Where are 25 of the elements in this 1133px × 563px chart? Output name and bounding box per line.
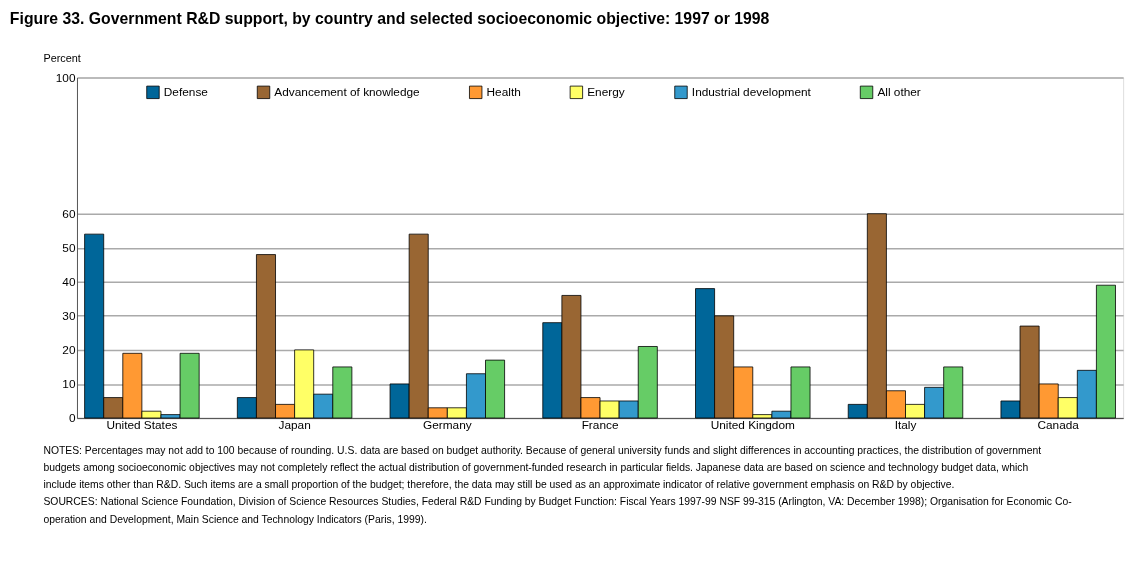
legend-label: All other <box>877 85 921 100</box>
y-tick-label: 60 <box>62 207 76 222</box>
y-tick-label: 20 <box>62 343 76 358</box>
legend-label: Industrial development <box>691 85 812 100</box>
x-tick-label: Germany <box>423 418 472 433</box>
y-tick-label: 10 <box>62 377 76 392</box>
x-tick-label: Japan <box>278 418 311 433</box>
y-tick-label: 100 <box>55 70 76 85</box>
legend-label: Health <box>486 85 521 100</box>
x-tick-label: United States <box>106 418 178 433</box>
y-tick-label: 30 <box>62 309 76 324</box>
x-tick-label: Canada <box>1037 418 1080 433</box>
x-tick-label: Italy <box>894 418 917 433</box>
legend-label: Defense <box>163 85 209 100</box>
y-tick-label: 40 <box>62 275 76 290</box>
legend-label: Energy <box>587 85 625 100</box>
y-axis-title: Percent <box>43 51 81 64</box>
y-tick-label: 50 <box>62 241 76 256</box>
x-tick-label: United Kingdom <box>710 418 795 433</box>
x-tick-label: France <box>581 418 619 433</box>
y-tick-label: 0 <box>68 411 76 426</box>
text: NOTES: Percentages may not add to 100 because of rounding. U.S. data are based on budget authority. Because of general university funds and slight differences in accounting practices, the distribution of government budgets among socioeconomic objectives may not completely reflect the actual distribution of government-funded research in particular fields. Japanese data are based on science and technology budget data, which include items other than R&D. Such items are a small proportion of the budget; therefore, the data may still be used as an approximate indicator of relative government emphasis on R&D by objective. <box>43 444 1042 491</box>
chart-title: Figure 33. Government R&D support, by country and selected socioeconomic objective: 1997 or 1998 <box>9 10 770 28</box>
legend-label: Advancement of knowledge <box>274 85 421 100</box>
source-note: SOURCES: National Science Foundation, Division of Science Resources Studies, Federal R&D Funding by Budget Function: Fiscal Years 1997-99 NSF 99-315 (Arlington, VA: December 1998); Organisation for Economic Co-operation and Development, Main Science and Technology Indicators (Paris, 1999). <box>43 496 1072 525</box>
